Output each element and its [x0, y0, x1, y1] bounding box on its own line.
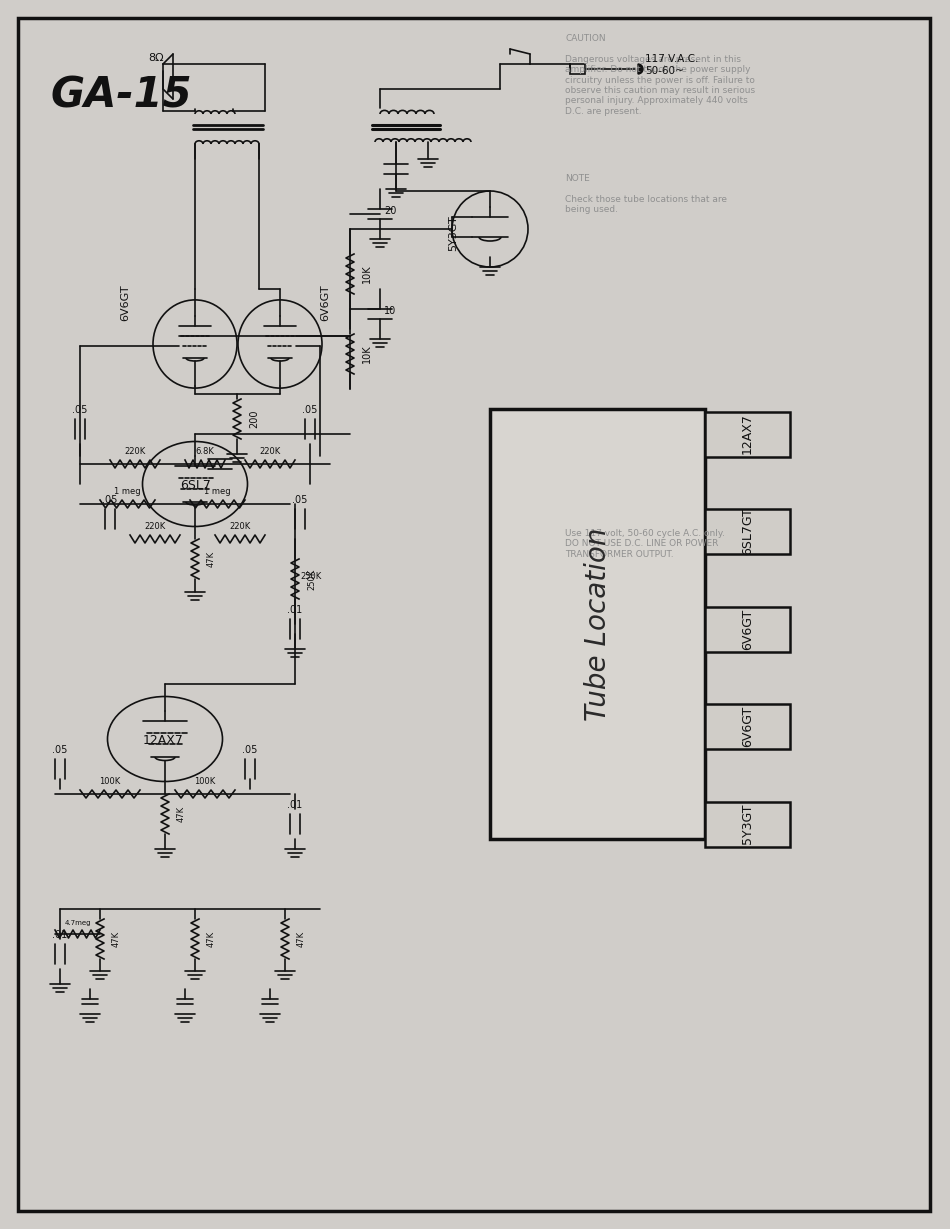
Text: .05: .05: [72, 406, 87, 415]
Text: 47K: 47K: [112, 930, 121, 948]
Text: 1 meg: 1 meg: [114, 487, 141, 497]
Text: .01: .01: [287, 605, 303, 614]
Text: 12AX7: 12AX7: [741, 414, 754, 455]
Text: 1 meg: 1 meg: [204, 487, 231, 497]
Text: 6.8K: 6.8K: [196, 447, 215, 456]
Text: Use 117 volt, 50-60 cycle A.C. only.
DO NOT USE D.C. LINE OR POWER
TRANSFORMER O: Use 117 volt, 50-60 cycle A.C. only. DO …: [565, 528, 725, 559]
Text: GA-15: GA-15: [50, 74, 192, 116]
Text: 200: 200: [249, 409, 259, 428]
Text: 20: 20: [384, 206, 396, 216]
Text: 220K: 220K: [124, 447, 145, 456]
Text: .05: .05: [52, 745, 67, 755]
Bar: [570, 64, 585, 74]
Text: 10K: 10K: [362, 264, 372, 284]
Text: 250K: 250K: [307, 568, 316, 590]
Text: 10: 10: [384, 306, 396, 316]
Bar: [705, 801, 790, 847]
Text: .05: .05: [302, 406, 317, 415]
Text: 6V6GT: 6V6GT: [120, 284, 130, 321]
Bar: [490, 409, 705, 839]
Text: 100K: 100K: [100, 777, 121, 787]
Text: 250K: 250K: [300, 571, 321, 581]
Text: 47K: 47K: [177, 806, 186, 822]
Text: Tube Location: Tube Location: [583, 527, 612, 720]
Text: 47K: 47K: [207, 551, 216, 567]
Bar: [705, 606, 790, 651]
Text: 6V6GT: 6V6GT: [741, 705, 754, 747]
Text: 5Y3GT: 5Y3GT: [448, 215, 458, 251]
Text: .05: .05: [103, 495, 118, 505]
Text: 6V6GT: 6V6GT: [741, 608, 754, 650]
Text: 6SL7GT: 6SL7GT: [741, 508, 754, 556]
Text: .01: .01: [287, 800, 303, 810]
Text: 8Ω: 8Ω: [148, 53, 163, 63]
Text: .01: .01: [52, 930, 67, 940]
Text: 220K: 220K: [259, 447, 280, 456]
Text: 47K: 47K: [207, 930, 216, 948]
Text: NOTE

Check those tube locations that are
being used.: NOTE Check those tube locations that are…: [565, 175, 727, 214]
Text: 12AX7: 12AX7: [143, 734, 184, 747]
Text: .05: .05: [242, 745, 257, 755]
Text: 10K: 10K: [362, 344, 372, 364]
Text: 6V6GT: 6V6GT: [320, 284, 330, 321]
Bar: [705, 412, 790, 456]
Bar: [705, 509, 790, 554]
Text: 6SL7: 6SL7: [180, 479, 211, 492]
Bar: [705, 704, 790, 748]
Text: 220K: 220K: [144, 522, 165, 531]
Text: 220K: 220K: [229, 522, 251, 531]
Text: 5Y3GT: 5Y3GT: [741, 804, 754, 844]
Wedge shape: [638, 64, 643, 74]
Text: 4.7meg: 4.7meg: [65, 921, 91, 925]
Text: .05: .05: [293, 495, 308, 505]
Text: 47K: 47K: [297, 930, 306, 948]
Text: CAUTION

Dangerous voltages are present in this
amplifier. Do not touch the powe: CAUTION Dangerous voltages are present i…: [565, 34, 755, 116]
Text: 117 V.A.C.
50-60~: 117 V.A.C. 50-60~: [645, 54, 698, 76]
Text: 100K: 100K: [195, 777, 216, 787]
